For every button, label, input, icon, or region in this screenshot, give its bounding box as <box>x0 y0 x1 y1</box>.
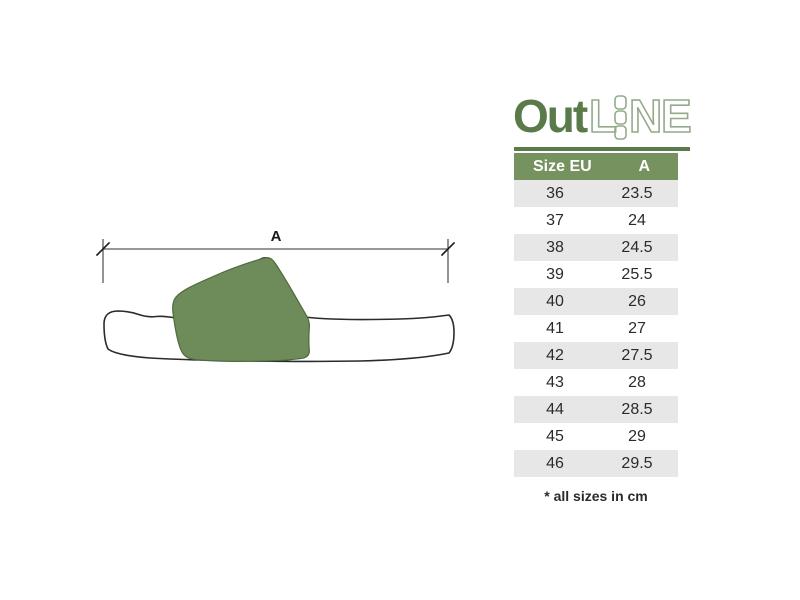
svg-text:E: E <box>661 90 692 142</box>
svg-text:L: L <box>589 90 617 142</box>
svg-text:Out: Out <box>513 90 588 142</box>
svg-text:N: N <box>629 90 662 142</box>
